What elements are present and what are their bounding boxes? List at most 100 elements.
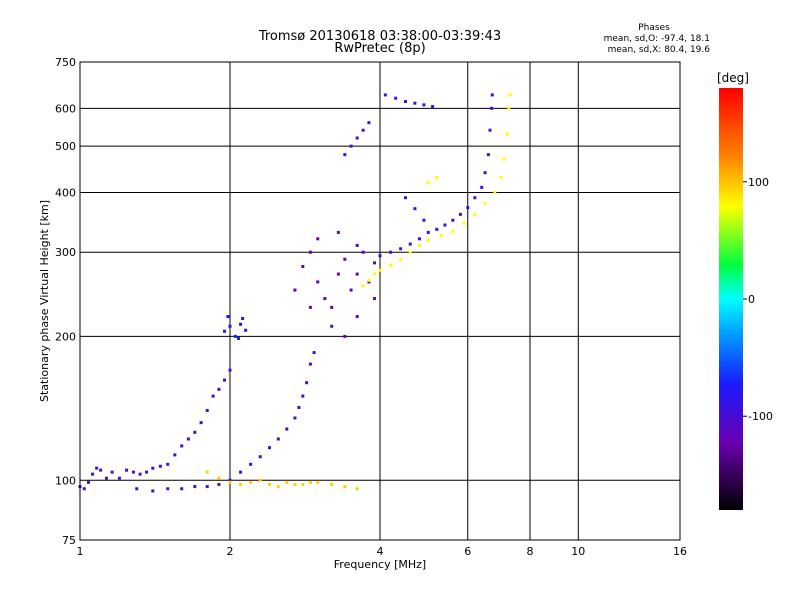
y-tick-label: 75 (62, 534, 76, 547)
data-point (312, 351, 316, 355)
data-point (131, 470, 135, 474)
data-point (361, 250, 365, 254)
data-point (451, 218, 455, 222)
data-point (389, 250, 393, 254)
data-point (343, 485, 347, 489)
data-point (435, 175, 439, 179)
x-tick-label: 6 (464, 545, 471, 558)
data-point (236, 336, 240, 340)
y-tick-label: 500 (55, 140, 76, 153)
data-point (151, 489, 155, 493)
data-point (422, 218, 426, 222)
data-point (205, 485, 209, 489)
data-point (451, 229, 455, 233)
data-point (199, 421, 203, 425)
data-point (205, 408, 209, 412)
data-point (505, 132, 509, 136)
data-point (355, 272, 359, 276)
data-point (180, 444, 184, 448)
data-point (91, 472, 95, 476)
y-axis-label: Stationary phase Virtual Height [km] (38, 200, 51, 402)
data-point (166, 462, 170, 466)
data-point (426, 238, 430, 242)
y-tick-label: 300 (55, 246, 76, 259)
data-point (276, 437, 280, 441)
data-point (466, 206, 470, 210)
data-points (78, 93, 512, 493)
data-point (285, 427, 289, 431)
stats-title: Phases (638, 23, 670, 33)
data-point (186, 437, 190, 441)
x-tick-label: 16 (673, 545, 687, 558)
data-point (355, 243, 359, 247)
data-point (373, 297, 377, 301)
x-tick-label: 4 (377, 545, 384, 558)
data-point (193, 430, 197, 434)
data-point (417, 237, 421, 241)
data-point (367, 280, 371, 284)
data-point (435, 227, 439, 231)
x-axis-label: Frequency [MHz] (334, 558, 426, 571)
data-point (308, 250, 312, 254)
data-point (301, 482, 305, 486)
data-point (439, 234, 443, 238)
data-point (426, 180, 430, 184)
data-point (408, 250, 412, 254)
data-point (82, 487, 86, 491)
grid-lines (79, 61, 681, 541)
data-point (413, 207, 417, 211)
data-point (205, 470, 209, 474)
colorbar-ticks: 100 0 -100 (743, 176, 773, 423)
y-tick-label: 600 (55, 102, 76, 115)
data-point (508, 93, 512, 97)
data-point (336, 272, 340, 276)
data-point (316, 480, 320, 484)
data-point (488, 128, 492, 132)
data-point (499, 175, 503, 179)
x-tick-label: 2 (227, 545, 234, 558)
data-point (86, 480, 90, 484)
data-point (367, 121, 371, 125)
data-point (417, 243, 421, 247)
data-point (223, 378, 227, 382)
data-point (343, 153, 347, 157)
x-tick-label: 1 (77, 545, 84, 558)
data-point (110, 470, 114, 474)
data-point (285, 480, 289, 484)
data-point (355, 487, 359, 491)
data-point (125, 468, 129, 472)
data-point (403, 196, 407, 200)
data-point (462, 221, 466, 225)
data-point (367, 278, 371, 282)
data-point (305, 381, 309, 385)
data-point (228, 368, 232, 372)
data-point (223, 329, 227, 333)
data-point (378, 254, 382, 258)
data-point (493, 190, 497, 194)
data-point (293, 416, 297, 420)
data-point (480, 185, 484, 189)
data-point (483, 171, 487, 175)
y-tick-label: 750 (55, 56, 76, 69)
data-point (249, 480, 253, 484)
data-point (394, 96, 398, 100)
data-point (389, 263, 393, 267)
data-point (211, 394, 215, 398)
data-point (158, 464, 162, 468)
data-point (330, 305, 334, 309)
data-point (301, 394, 305, 398)
data-point (383, 93, 387, 97)
data-point (473, 212, 477, 216)
data-point (226, 315, 230, 319)
data-point (373, 272, 377, 276)
data-point (151, 466, 155, 470)
data-point (193, 485, 197, 489)
data-point (403, 100, 407, 104)
colorbar-tick-label: 0 (748, 293, 755, 306)
data-point (399, 247, 403, 251)
data-point (104, 476, 108, 480)
data-point (293, 482, 297, 486)
data-point (486, 153, 490, 157)
chart-title: Tromsø 20130618 03:38:00-03:39:43 (258, 29, 501, 44)
